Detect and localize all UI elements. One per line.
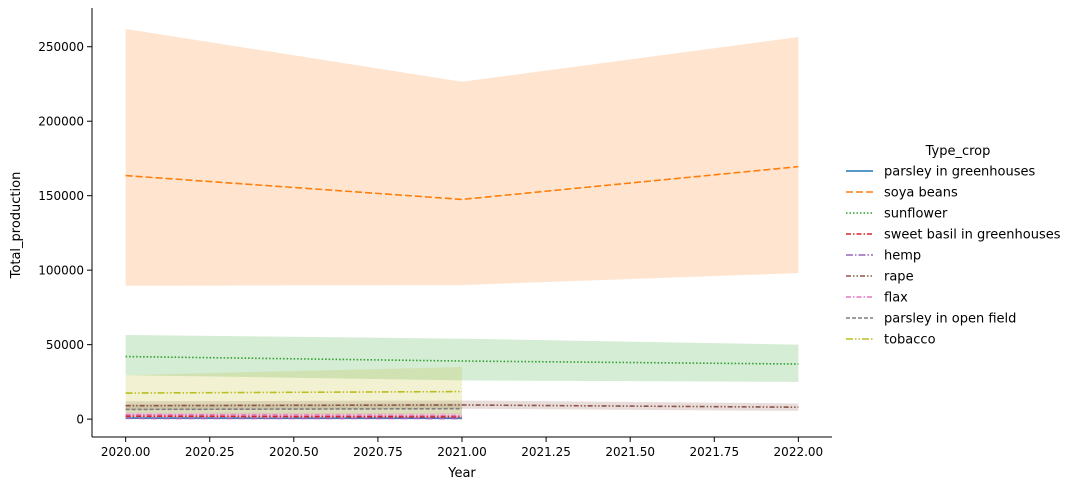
y-tick-label-3: 150000 [38, 189, 84, 203]
x-tick-label-6: 2021.50 [605, 445, 655, 459]
y-tick-label-2: 100000 [38, 264, 84, 278]
legend-label-3: sweet basil in greenhouses [884, 228, 1061, 243]
x-tick-label-0: 2020.00 [101, 445, 151, 459]
x-tick-label-2: 2020.50 [269, 445, 319, 459]
legend-label-5: rape [884, 270, 914, 285]
series-line-3 [126, 416, 462, 417]
x-tick-label-8: 2022.00 [774, 445, 824, 459]
y-tick-label-1: 50000 [46, 338, 84, 352]
x-tick-label-4: 2021.00 [437, 445, 487, 459]
series-line-6 [126, 415, 462, 416]
y-tick-label-0: 0 [76, 413, 84, 427]
x-tick-label-3: 2020.75 [353, 445, 403, 459]
legend-label-0: parsley in greenhouses [884, 165, 1036, 180]
band-1 [126, 29, 799, 286]
series-line-7 [126, 409, 462, 410]
legend-label-2: sunflower [884, 207, 948, 222]
legend-label-8: tobacco [884, 333, 936, 348]
legend-title: Type_crop [925, 144, 991, 159]
x-axis-label: Year [447, 466, 476, 481]
x-tick-label-1: 2020.25 [185, 445, 235, 459]
legend-label-4: hemp [884, 249, 921, 264]
x-tick-label-5: 2021.25 [521, 445, 571, 459]
y-axis-label: Total_production [9, 172, 24, 280]
y-tick-label-5: 250000 [38, 40, 84, 54]
x-tick-label-7: 2021.75 [689, 445, 739, 459]
legend-label-1: soya beans [884, 186, 958, 201]
y-tick-label-4: 200000 [38, 115, 84, 129]
legend-label-6: flax [884, 291, 908, 306]
legend-label-7: parsley in open field [884, 312, 1016, 327]
